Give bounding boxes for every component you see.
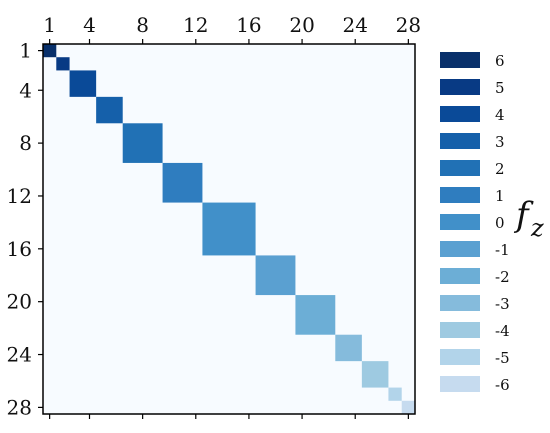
heatmap-block [255,255,296,296]
x-tick-label: 28 [396,13,421,37]
x-tick-label: 1 [43,13,56,37]
y-tick-label: 16 [7,237,32,261]
heatmap-block [202,202,256,256]
legend-swatch [440,160,480,176]
legend-label: -1 [495,241,510,259]
legend-swatch [440,322,480,338]
legend-label: 5 [495,79,505,97]
legend-swatch [440,79,480,95]
legend-label: 1 [495,187,505,205]
y-tick-label: 28 [7,395,32,419]
plot-frame [42,43,416,415]
legend-swatch [440,241,480,257]
legend-label: 6 [495,52,505,70]
heatmap-block [69,70,97,97]
legend-swatch [440,187,480,203]
heatmap-block [162,162,203,203]
legend-swatch [440,295,480,311]
legend-label: 2 [495,160,505,178]
legend-label: -5 [495,349,510,367]
legend-label: 4 [495,106,505,124]
y-tick-label: 8 [19,131,32,155]
legend-label: -4 [495,322,510,340]
x-tick-label: 4 [83,13,96,37]
heatmap-block [335,334,362,362]
x-tick-label: 16 [236,13,261,37]
y-tick-label: 20 [7,290,32,314]
y-tick-label: 4 [19,78,32,102]
heatmap-block [295,295,336,335]
legend-label: 3 [495,133,505,151]
axes: 11 4 4 8 8 12 12 16 16 20 20 24 24 28 28 [7,13,422,419]
legend-swatch [440,133,480,149]
legend-swatch [440,52,480,68]
x-tick-label: 12 [183,13,208,37]
legend-swatch [440,214,480,230]
legend-swatch [440,106,480,122]
y-tick-label: 1 [19,39,32,63]
y-tick-label: 12 [7,184,32,208]
legend-label: -3 [495,295,510,313]
heatmap-block [96,96,123,124]
legend-swatch [440,376,480,392]
heatmap-block [43,44,57,58]
heatmap-block [56,57,70,71]
x-tick-label: 24 [342,13,367,37]
heatmap-block [401,400,415,414]
x-tick-label: 20 [289,13,314,37]
y-tick-label: 24 [7,343,32,367]
legend-swatch [440,268,480,284]
heatmap-block [361,361,389,388]
plot-area [43,44,415,414]
x-tick-label: 8 [136,13,149,37]
heatmap-block [388,387,402,401]
legend-swatch [440,349,480,365]
heatmap-block [122,123,163,163]
legend-label: 0 [495,214,505,232]
legend-label: -2 [495,268,510,286]
legend-label: -6 [495,376,510,394]
legend-title-subscript: z [530,214,544,242]
